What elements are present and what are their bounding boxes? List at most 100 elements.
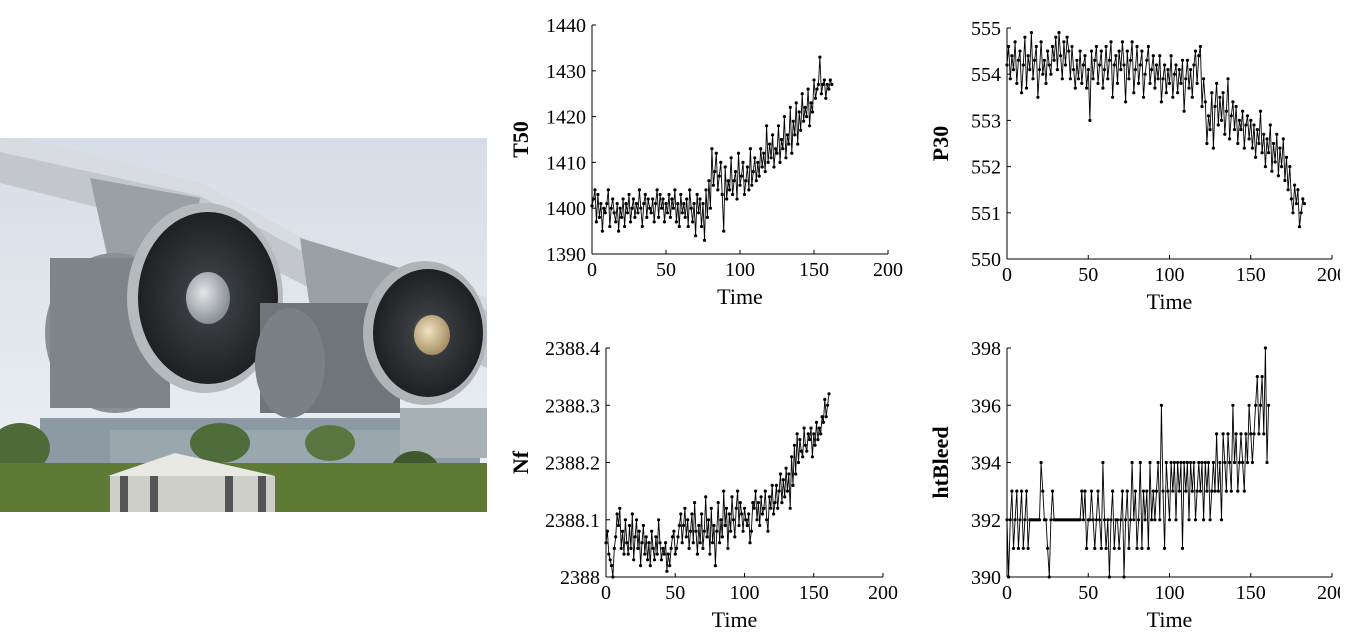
data-point	[1237, 118, 1241, 122]
data-point	[802, 119, 806, 123]
data-point	[1257, 141, 1261, 146]
data-point	[673, 552, 677, 556]
data-point	[1119, 518, 1123, 522]
data-point	[1044, 81, 1048, 85]
data-point	[1172, 460, 1176, 465]
data-point	[1137, 518, 1141, 522]
data-point	[1111, 489, 1115, 493]
data-point	[1250, 146, 1254, 150]
data-point	[1083, 489, 1087, 493]
data-point	[685, 197, 689, 201]
data-point	[1115, 518, 1120, 522]
data-point	[711, 541, 715, 545]
data-point	[1094, 44, 1098, 49]
data-point	[605, 529, 609, 533]
data-point	[659, 558, 663, 562]
data-point	[1085, 546, 1089, 550]
data-point	[626, 552, 630, 556]
data-point	[690, 512, 694, 516]
data-point	[608, 558, 612, 562]
data-point	[1268, 123, 1272, 127]
data-point	[1226, 432, 1230, 436]
data-point	[1241, 460, 1245, 465]
data-point	[1192, 63, 1196, 67]
data-point	[643, 552, 647, 556]
data-point	[666, 552, 670, 556]
data-point	[676, 202, 680, 206]
data-point	[634, 202, 638, 206]
data-point	[1011, 546, 1016, 550]
data-point	[1293, 183, 1297, 187]
data-point	[1232, 128, 1237, 132]
data-point	[700, 512, 704, 516]
data-point	[1020, 91, 1024, 95]
data-point	[1099, 49, 1103, 53]
data-point	[719, 518, 723, 522]
data-point	[1010, 489, 1014, 493]
data-point	[669, 546, 673, 550]
data-point	[1297, 225, 1302, 229]
data-point	[1250, 460, 1254, 465]
data-point	[1049, 518, 1053, 522]
data-point	[639, 564, 643, 568]
data-point	[800, 92, 804, 96]
data-point	[763, 170, 767, 174]
data-point	[644, 535, 648, 539]
data-point	[753, 156, 757, 160]
series-line	[605, 393, 830, 578]
data-point	[1127, 546, 1131, 550]
data-point	[715, 529, 719, 533]
data-point	[1163, 546, 1167, 550]
y-axis-title: P30	[930, 126, 953, 161]
data-point	[830, 82, 834, 87]
data-point	[813, 96, 818, 100]
data-point	[787, 142, 791, 146]
data-point	[1164, 91, 1168, 95]
data-point	[1234, 432, 1238, 436]
data-point	[619, 546, 623, 550]
data-point	[737, 523, 741, 528]
data-point	[1028, 68, 1032, 72]
data-point	[1101, 460, 1105, 465]
data-point	[1098, 63, 1102, 67]
data-point	[697, 211, 701, 215]
data-point	[742, 192, 746, 197]
data-point	[820, 415, 824, 419]
data-point	[1005, 63, 1009, 67]
data-point	[609, 206, 613, 210]
data-point	[1302, 202, 1306, 206]
data-point	[605, 202, 609, 206]
data-point	[648, 564, 652, 568]
data-point	[1234, 104, 1238, 109]
data-point	[766, 529, 770, 533]
data-point	[698, 541, 702, 545]
data-point	[1085, 86, 1089, 90]
data-point	[719, 160, 723, 164]
data-point	[1094, 518, 1098, 522]
y-tick-label: 1440	[546, 15, 586, 37]
x-tick-label: 200	[873, 259, 903, 281]
data-point	[713, 564, 717, 568]
data-point	[1281, 137, 1285, 141]
data-point	[760, 165, 764, 169]
data-point	[759, 495, 763, 499]
data-point	[1093, 546, 1097, 550]
data-point	[739, 174, 744, 178]
data-point	[1096, 489, 1100, 493]
data-point	[1252, 123, 1256, 127]
data-point	[1133, 489, 1137, 493]
data-point	[597, 215, 601, 219]
data-point	[775, 151, 779, 155]
data-point	[599, 202, 603, 206]
data-point	[1076, 77, 1081, 81]
data-point	[664, 202, 668, 206]
data-point	[754, 179, 758, 183]
y-tick-label: 2388.2	[545, 453, 600, 475]
data-point	[763, 489, 767, 493]
chart-p30: 0 50 100 150 200 550 551 552 553 554 555 Time P30	[930, 18, 1340, 314]
x-tick-label: 150	[1236, 582, 1266, 604]
data-point	[671, 206, 675, 210]
data-point	[672, 529, 676, 533]
y-tick-label: 2388.4	[545, 338, 600, 360]
data-point	[810, 455, 814, 459]
